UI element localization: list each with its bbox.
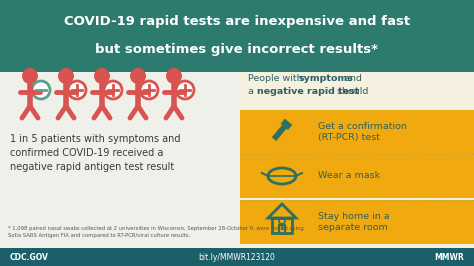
Polygon shape [272,123,288,140]
Text: negative rapid test: negative rapid test [257,87,359,96]
Text: Stay home in a
separate room: Stay home in a separate room [318,211,390,232]
FancyBboxPatch shape [240,72,474,248]
Text: CDC.GOV: CDC.GOV [10,252,49,261]
Text: symptoms: symptoms [299,74,354,83]
Text: People with: People with [248,74,306,83]
Circle shape [166,68,182,84]
FancyBboxPatch shape [0,248,474,266]
Circle shape [58,68,74,84]
Circle shape [104,81,122,99]
Text: should: should [334,87,368,96]
Circle shape [176,81,194,99]
FancyBboxPatch shape [0,0,474,72]
Text: 1 in 5 patients with symptoms and
confirmed COVID-19 received a
negative rapid a: 1 in 5 patients with symptoms and confir… [10,134,181,172]
Text: Get a confirmation
(RT-PCR) test: Get a confirmation (RT-PCR) test [318,122,407,142]
FancyBboxPatch shape [0,72,240,248]
Text: but sometimes give incorrect results*: but sometimes give incorrect results* [95,44,379,56]
FancyBboxPatch shape [240,154,474,198]
Circle shape [32,81,50,99]
FancyBboxPatch shape [240,200,474,244]
Text: MMWR: MMWR [434,252,464,261]
Circle shape [68,81,86,99]
Circle shape [140,81,158,99]
Text: a: a [248,87,257,96]
Circle shape [94,68,110,84]
Text: and: and [341,74,362,83]
Circle shape [22,68,38,84]
Text: Wear a mask: Wear a mask [318,172,380,181]
Text: COVID-19 rapid tests are inexpensive and fast: COVID-19 rapid tests are inexpensive and… [64,15,410,28]
FancyBboxPatch shape [240,110,474,154]
Circle shape [130,68,146,84]
Text: * 1,098 paired nasal swabs collected at 2 universities in Wisconsin, September 2: * 1,098 paired nasal swabs collected at … [8,226,304,238]
Text: bit.ly/MMWR123120: bit.ly/MMWR123120 [199,252,275,261]
Polygon shape [281,119,292,130]
